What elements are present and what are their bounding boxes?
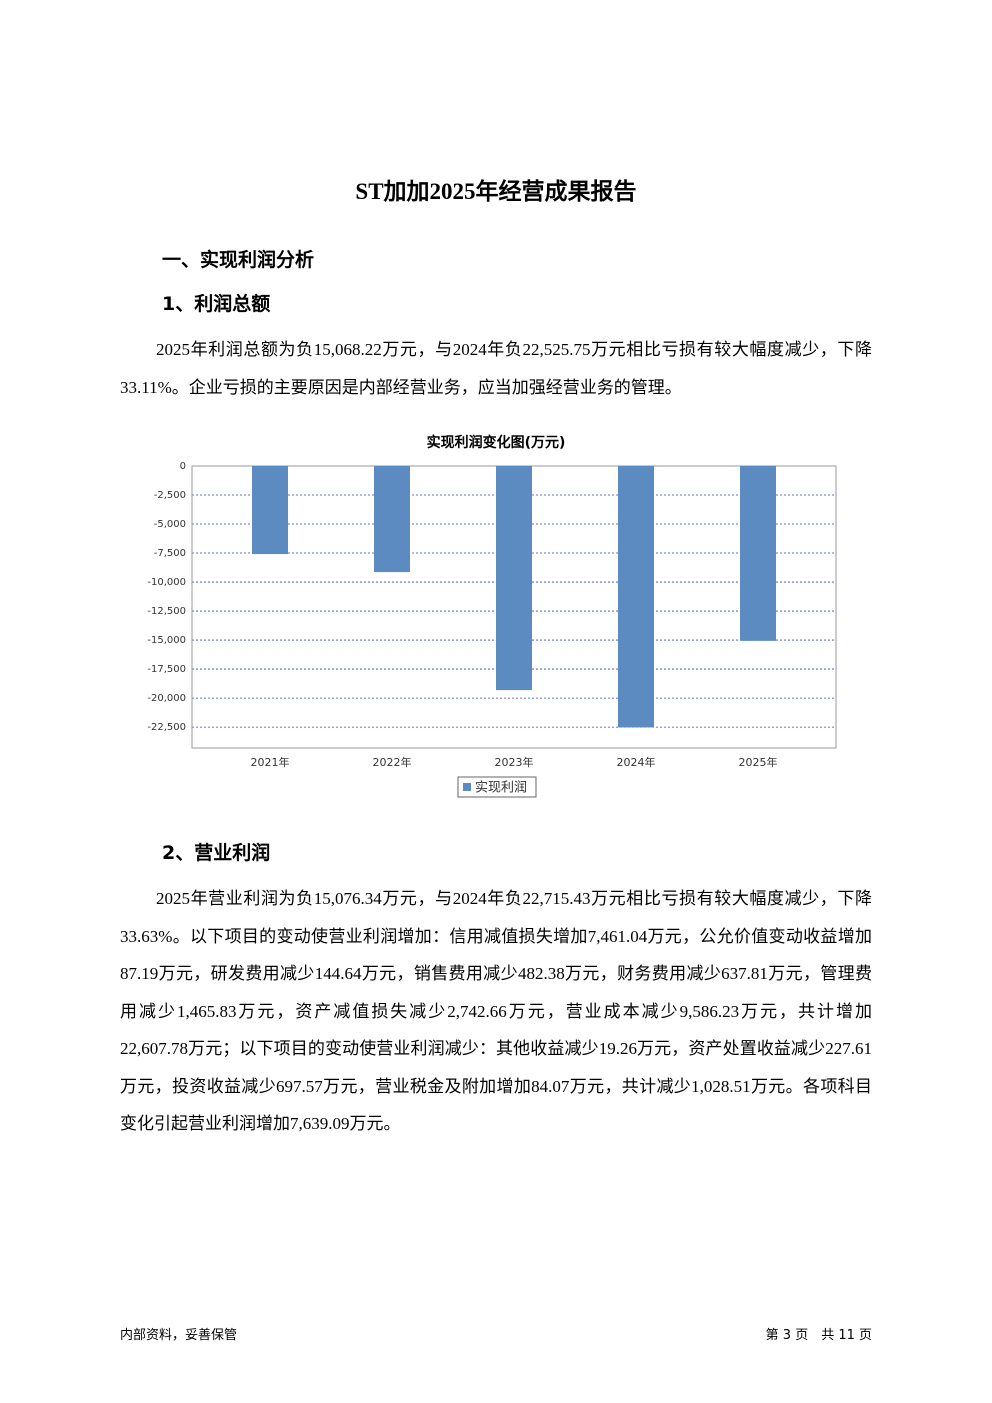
x-tick-label: 2025年 [739, 755, 778, 769]
bar [374, 466, 410, 573]
footer-left: 内部资料，妥善保管 [120, 1328, 238, 1343]
y-tick-label: -17,500 [147, 664, 186, 675]
legend-box [457, 776, 537, 798]
y-tick-label: 0 [180, 461, 186, 472]
subsection-heading: 1、利润总额 [162, 293, 271, 315]
y-tick-label: -10,000 [147, 577, 186, 588]
x-tick-label: 2022年 [373, 755, 412, 769]
x-tick-label: 2021年 [251, 755, 290, 769]
section-heading: 一、实现利润分析 [162, 249, 315, 271]
subsection-heading: 2、营业利润 [162, 842, 271, 864]
chart: 实现利润变化图(万元) 0 -2,500 -5,000 -7,500 -10,000 -1… [147, 434, 837, 798]
y-tick-label: -7,500 [154, 548, 186, 559]
paragraph: 2025年营业利润为负15,076.34万元，与2024年负22,715.43万… [120, 889, 872, 1133]
bar [496, 466, 532, 691]
footer-right: 第 3 页 共 11 页 [765, 1328, 872, 1343]
legend-swatch [463, 783, 471, 791]
paragraph: 2025年利润总额为负15,068.22万元，与2024年负22,525.75万… [120, 340, 872, 397]
bar [740, 466, 776, 641]
y-tick-label: -5,000 [154, 519, 186, 530]
y-tick-label: -22,500 [147, 722, 186, 733]
bar [252, 466, 288, 555]
y-tick-label: -2,500 [154, 490, 186, 501]
y-tick-label: -20,000 [147, 693, 186, 704]
y-tick-label: -15,000 [147, 635, 186, 646]
doc-title: ST加加2025年经营成果报告 [355, 179, 637, 204]
x-tick-label: 2023年 [495, 755, 534, 769]
y-tick-label: -12,500 [147, 606, 186, 617]
x-tick-label: 2024年 [617, 755, 656, 769]
chart-title: 实现利润变化图(万元) [427, 434, 566, 451]
bar [618, 466, 654, 728]
legend-label: 实现利润 [475, 781, 527, 796]
